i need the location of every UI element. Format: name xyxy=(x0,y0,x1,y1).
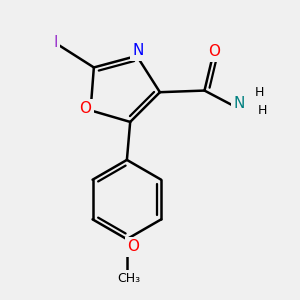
Text: N: N xyxy=(133,44,144,59)
Text: H: H xyxy=(258,104,267,117)
Text: O: O xyxy=(80,101,92,116)
Text: CH₃: CH₃ xyxy=(117,272,140,285)
Text: H: H xyxy=(255,86,264,99)
Text: I: I xyxy=(54,35,58,50)
Text: N: N xyxy=(233,96,245,111)
Text: O: O xyxy=(208,44,220,59)
Text: O: O xyxy=(128,239,140,254)
